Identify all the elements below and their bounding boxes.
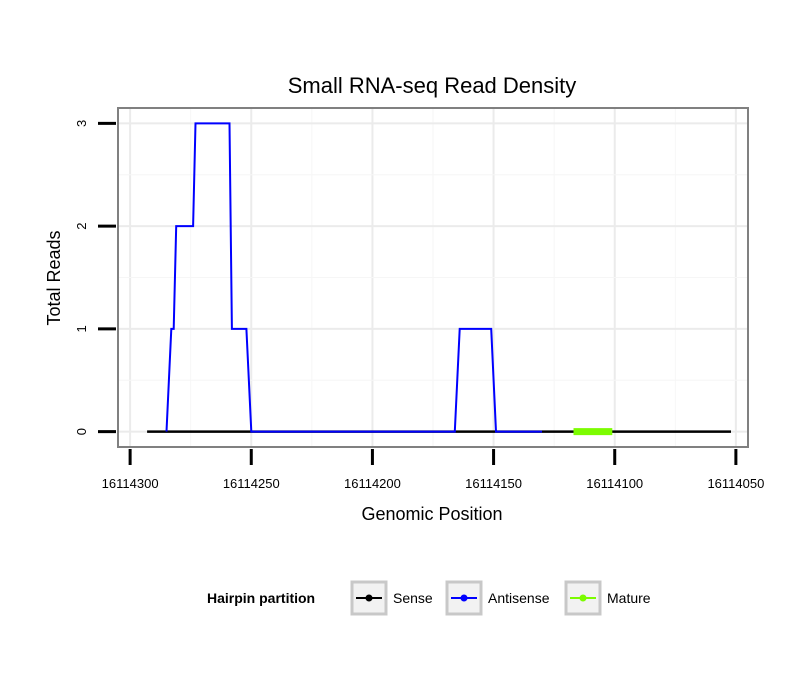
x-tick-label: 16114050 — [707, 476, 764, 491]
legend: Hairpin partition Sense Antisense Mature — [207, 580, 651, 616]
y-axis-title: Total Reads — [44, 230, 64, 325]
chart-title: Small RNA-seq Read Density — [288, 73, 577, 98]
plot-border — [117, 107, 749, 448]
y-tick-label: 3 — [74, 120, 89, 127]
legend-title: Hairpin partition — [207, 590, 315, 606]
x-tick-label: 16114200 — [344, 476, 401, 491]
legend-dot-sense — [365, 594, 373, 602]
legend-dot-mature — [579, 594, 587, 602]
legend-label-sense: Sense — [393, 590, 433, 606]
x-tick-label: 16114250 — [223, 476, 280, 491]
y-tick-label: 1 — [74, 325, 89, 332]
legend-dot-antisense — [460, 594, 468, 602]
y-tick-label: 2 — [74, 223, 89, 230]
grid — [118, 108, 748, 447]
y-tick-label: 0 — [74, 428, 89, 435]
x-tick-label: 16114150 — [465, 476, 522, 491]
series-line-antisense — [165, 122, 542, 433]
x-axis-title: Genomic Position — [361, 504, 502, 524]
y-axis: 0 1 2 3 — [74, 120, 116, 435]
series-layer — [147, 122, 731, 436]
x-tick-label: 16114300 — [102, 476, 159, 491]
legend-label-mature: Mature — [607, 590, 651, 606]
legend-label-antisense: Antisense — [488, 590, 550, 606]
x-axis: 16114300 16114250 16114200 16114150 16114100… — [102, 449, 764, 491]
x-tick-label: 16114100 — [586, 476, 643, 491]
